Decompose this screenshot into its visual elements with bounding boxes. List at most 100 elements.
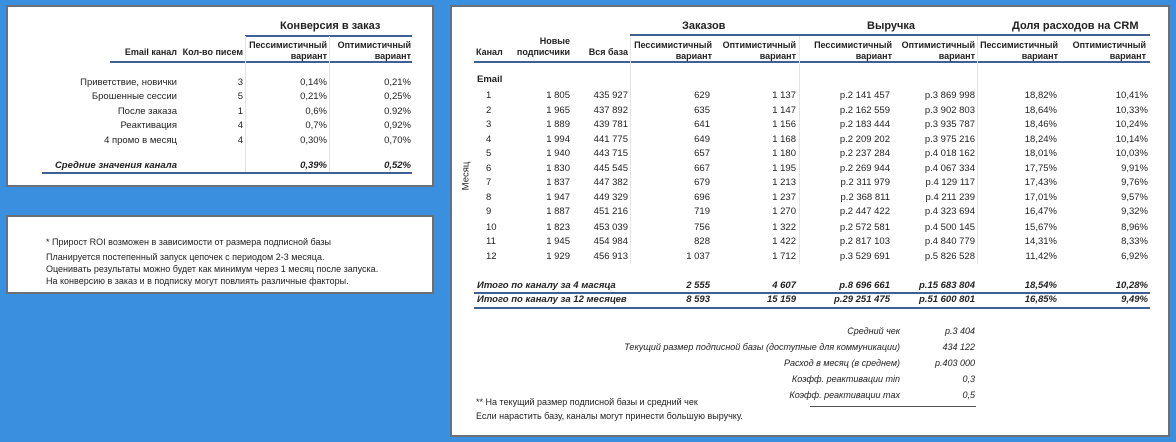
- crm-share-pess: 18,46%: [1024, 119, 1057, 130]
- channel-name: 4 промо в месяц: [104, 135, 177, 146]
- forecast-panel: [450, 5, 1170, 437]
- summary-value: 0,5: [962, 390, 975, 400]
- revenue-opt: р.3 869 998: [924, 90, 975, 101]
- total-value: 8 593: [686, 294, 710, 305]
- crm-share-pess: 14,31%: [1024, 236, 1057, 247]
- letter-count: 5: [237, 91, 243, 102]
- new-subscribers: 1 994: [546, 134, 570, 145]
- orders-pess: 641: [694, 119, 710, 130]
- orders-opt: 1 147: [772, 105, 796, 116]
- conversion-pess: 0,6%: [305, 106, 327, 117]
- conversion-opt: 0,70%: [384, 135, 411, 146]
- orders-pess: 649: [694, 134, 710, 145]
- revenue-opt: р.4 323 694: [924, 206, 975, 217]
- orders-pess: 629: [694, 90, 710, 101]
- new-subscribers: 1 965: [546, 105, 570, 116]
- revenue-pess: р.2 162 559: [839, 105, 890, 116]
- revenue-opt: р.4 018 162: [924, 148, 975, 159]
- summary-label: Коэфф. реактивации min: [791, 374, 900, 384]
- crm-share-pess: 17,43%: [1024, 177, 1057, 188]
- total-value: 18,54%: [1024, 280, 1057, 291]
- crm-share-pess: 18,82%: [1024, 90, 1057, 101]
- conversion-pess: 0,21%: [300, 91, 327, 102]
- base-size: 453 039: [593, 222, 628, 233]
- month-axis-label: Месяц: [460, 161, 472, 191]
- orders-opt: 1 156: [772, 119, 796, 130]
- new-subscribers: 1 887: [546, 206, 570, 217]
- channel-name: Реактивация: [120, 120, 177, 131]
- revenue-pess: р.2 237 284: [839, 148, 890, 159]
- new-subscribers: 1 889: [546, 119, 570, 130]
- total-value: р.29 251 475: [834, 294, 890, 305]
- conversion-opt: 0,25%: [384, 91, 411, 102]
- crm-share-opt: 10,03%: [1115, 148, 1148, 159]
- revenue-pess: р.2 209 202: [839, 134, 890, 145]
- note-line: На конверсию в заказ и в подписку могут …: [46, 276, 349, 286]
- divider: [630, 34, 1150, 36]
- orders-opt: 1 195: [772, 163, 796, 174]
- header-pess: Пессимистичный вариант: [814, 40, 892, 61]
- revenue-pess: р.3 529 691: [839, 251, 890, 262]
- month-number: 7: [486, 177, 492, 188]
- crm-share-pess: 11,42%: [1025, 251, 1057, 262]
- group-revenue: Выручка: [867, 20, 916, 32]
- orders-opt: 1 322: [772, 222, 796, 233]
- crm-share-opt: 10,33%: [1115, 105, 1148, 116]
- orders-opt: 1 137: [772, 90, 796, 101]
- revenue-opt: р.4 067 334: [924, 163, 975, 174]
- header-base: Вся база: [588, 47, 628, 57]
- orders-opt: 1 270: [772, 206, 796, 217]
- revenue-opt: р.3 935 787: [924, 119, 975, 130]
- note-line: Планируется постепенный запуск цепочек с…: [46, 252, 325, 262]
- revenue-pess: р.2 269 944: [839, 163, 890, 174]
- base-size: 449 329: [593, 192, 628, 203]
- base-size: 454 984: [593, 236, 628, 247]
- orders-pess: 667: [694, 163, 710, 174]
- summary-value: 434 122: [942, 342, 975, 352]
- month-number: 10: [486, 222, 497, 233]
- month-number: 2: [486, 105, 492, 116]
- orders-pess: 635: [694, 105, 710, 116]
- letter-count: 4: [237, 135, 243, 146]
- header-opt: Оптимистичный вариант: [1072, 40, 1146, 61]
- crm-share-opt: 9,76%: [1121, 177, 1148, 188]
- conversion-title: Конверсия в заказ: [280, 20, 381, 32]
- note-line: * Прирост ROI возможен в зависимости от …: [46, 237, 331, 247]
- column-divider: [799, 36, 800, 264]
- total-value: р.15 683 804: [919, 280, 975, 291]
- revenue-opt: р.4 500 145: [924, 222, 975, 233]
- conversion-opt: 0,21%: [384, 77, 411, 88]
- header-count: Кол-во писем: [182, 47, 243, 57]
- crm-share-pess: 15,67%: [1024, 222, 1057, 233]
- new-subscribers: 1 830: [546, 163, 570, 174]
- crm-share-pess: 18,01%: [1024, 148, 1057, 159]
- crm-share-pess: 17,01%: [1024, 192, 1057, 203]
- new-subscribers: 1 837: [546, 177, 570, 188]
- conversion-opt: 0,92%: [384, 120, 411, 131]
- month-number: 6: [486, 163, 492, 174]
- total-value: 16,85%: [1024, 294, 1057, 305]
- group-orders: Заказов: [682, 20, 726, 32]
- conversion-pess: 0,30%: [300, 135, 327, 146]
- summary-value: р.3 404: [944, 326, 975, 336]
- header-opt: Оптимистичный вариант: [337, 40, 411, 61]
- total-value: р.51 600 801: [919, 294, 975, 305]
- divider: [474, 307, 1150, 309]
- header-pess: Пессимистичный вариант: [634, 40, 712, 61]
- base-size: 447 382: [593, 177, 628, 188]
- orders-pess: 696: [694, 192, 710, 203]
- total-value: 4 607: [772, 280, 796, 291]
- orders-pess: 679: [694, 177, 710, 188]
- header-opt: Оптимистичный вариант: [901, 40, 975, 61]
- total-value: р.8 696 661: [839, 280, 890, 291]
- summary-value: 0,3: [962, 374, 975, 384]
- month-number: 4: [486, 134, 492, 145]
- summary-value: р.403 000: [934, 358, 975, 368]
- column-divider: [329, 36, 330, 172]
- divider: [110, 61, 412, 63]
- crm-share-opt: 10,41%: [1115, 90, 1148, 101]
- crm-share-opt: 9,32%: [1121, 206, 1148, 217]
- letter-count: 3: [237, 77, 243, 88]
- channel-name: Приветствие, новички: [80, 77, 177, 88]
- new-subscribers: 1 945: [546, 236, 570, 247]
